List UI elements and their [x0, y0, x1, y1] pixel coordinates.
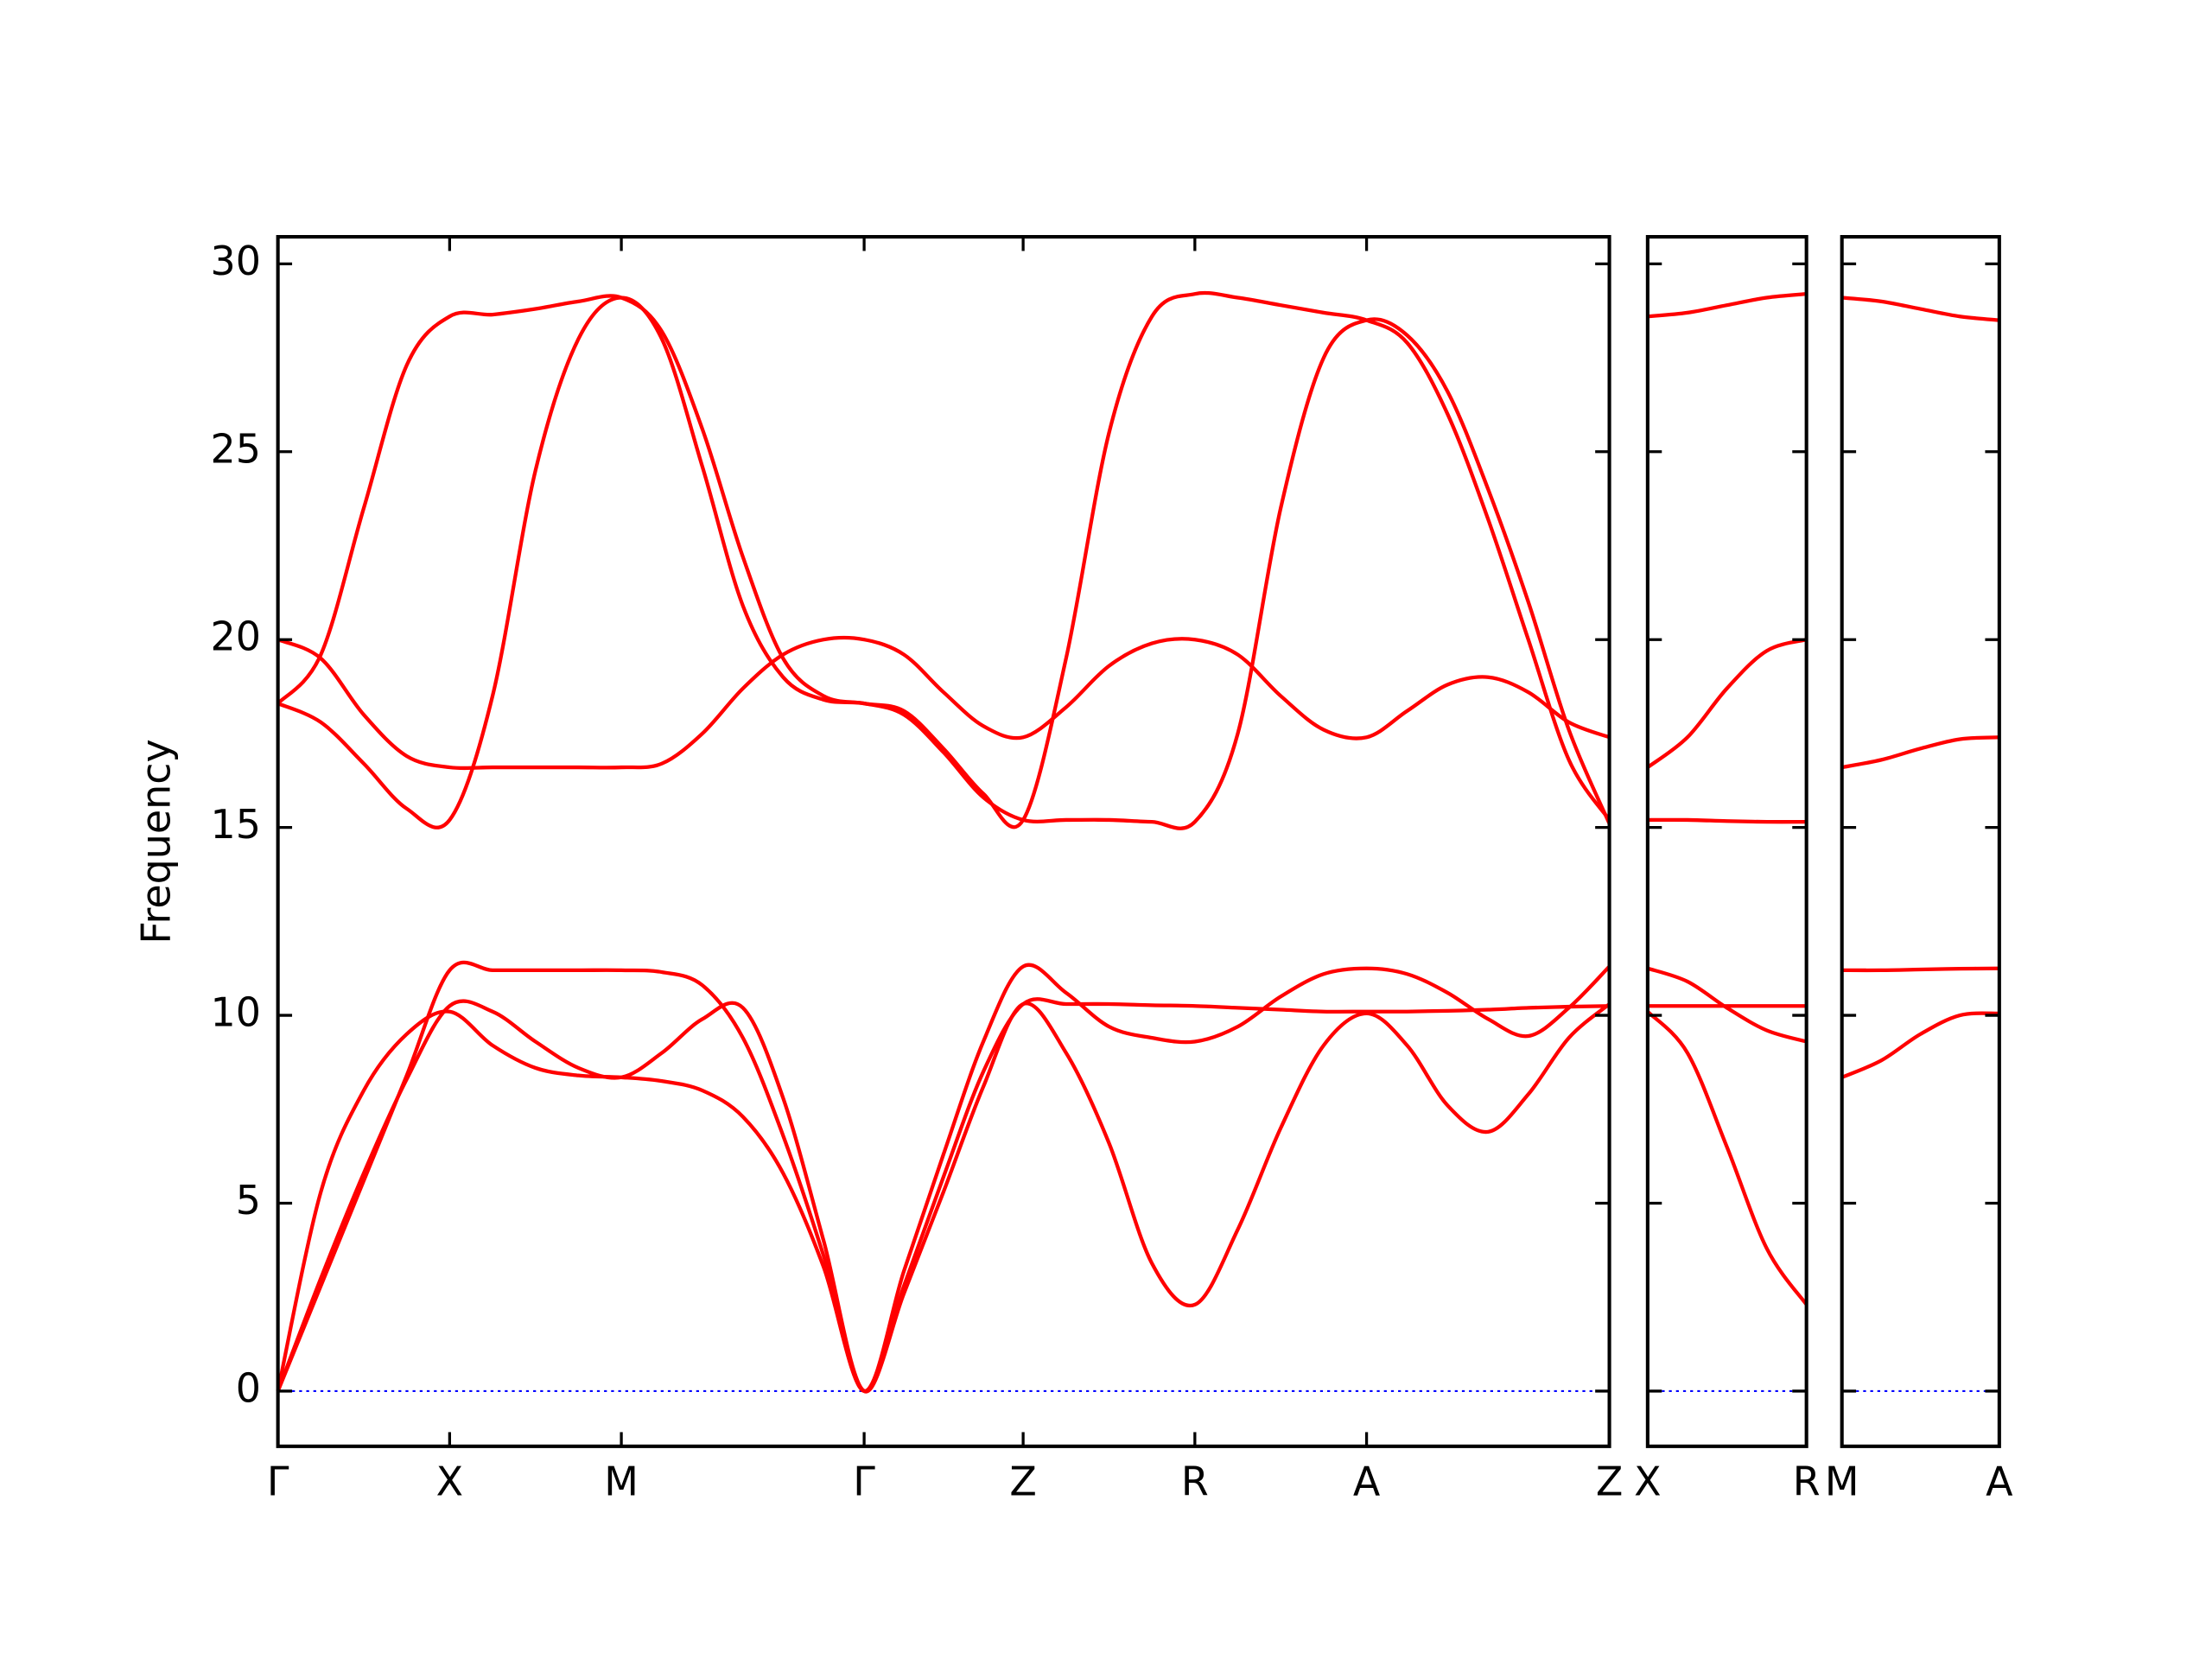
band-line — [276, 1001, 1611, 1394]
x-tick-label: A — [1986, 1459, 2013, 1505]
band-line — [276, 960, 1611, 1394]
band-line — [276, 296, 1611, 830]
plot-frame — [1840, 234, 2001, 1448]
band-line — [1647, 817, 1807, 824]
y-tick-label: 15 — [210, 801, 260, 848]
x-tick-label: Γ — [267, 1459, 289, 1505]
x-tick-label: R — [1793, 1459, 1821, 1505]
x-tick-label: M — [604, 1459, 639, 1505]
y-tick-label: 0 — [236, 1364, 261, 1411]
x-tick-label: R — [1181, 1459, 1209, 1505]
y-tick-label: 25 — [210, 425, 260, 472]
x-tick-label: X — [1634, 1459, 1661, 1505]
x-tick-label: A — [1353, 1459, 1381, 1505]
y-axis-label: Frequency — [132, 739, 179, 944]
band-line — [276, 997, 1610, 1394]
band-line — [1841, 735, 1999, 770]
y-tick-label: 5 — [236, 1177, 261, 1224]
x-tick-label: X — [436, 1459, 463, 1505]
band-line — [1646, 1010, 1808, 1306]
band-line — [1841, 966, 1999, 973]
band-line — [276, 635, 1611, 771]
band-line — [1647, 966, 1808, 1044]
x-tick-label: Γ — [853, 1459, 875, 1505]
band-line — [276, 290, 1611, 830]
y-tick-label: 30 — [210, 238, 260, 284]
y-tick-label: 10 — [210, 989, 260, 1036]
plot-frame — [276, 234, 1611, 1448]
band-line — [1647, 292, 1807, 319]
plot-frame — [1645, 234, 1808, 1448]
band-line — [1841, 296, 2000, 322]
x-tick-label: Z — [1596, 1459, 1623, 1505]
y-tick-label: 20 — [210, 613, 260, 660]
band-line — [1840, 1011, 1999, 1079]
band-line — [1646, 638, 1808, 769]
x-tick-label: M — [1825, 1459, 1859, 1505]
x-tick-label: Z — [1009, 1459, 1036, 1505]
